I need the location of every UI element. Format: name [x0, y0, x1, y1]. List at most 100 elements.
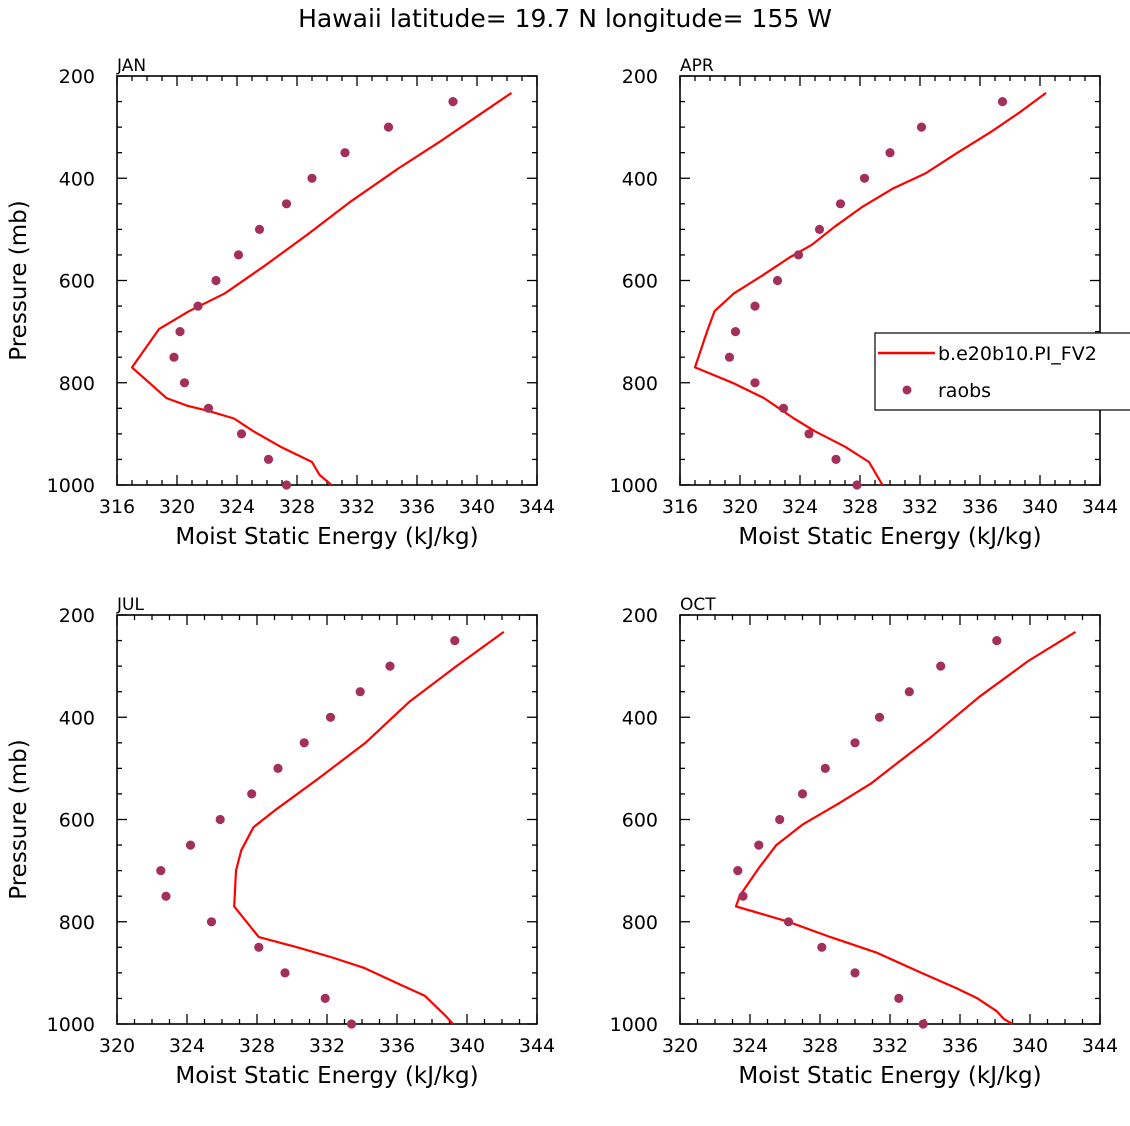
- x-tick-label: 328: [239, 1035, 275, 1057]
- raobs-point: [263, 454, 274, 464]
- y-tick-label: 1000: [610, 1014, 658, 1036]
- y-axis-title: Pressure (mb): [6, 739, 32, 899]
- panel-label: OCT: [680, 595, 716, 615]
- x-tick-label: 340: [1012, 1035, 1048, 1057]
- x-tick-label: 340: [449, 1035, 485, 1057]
- raobs-point: [733, 866, 743, 876]
- raobs-point: [814, 224, 825, 234]
- raobs-point: [874, 712, 885, 722]
- x-tick-label: 336: [962, 496, 998, 518]
- raobs-point: [203, 403, 214, 413]
- x-axis-title: Moist Static Energy (kJ/kg): [738, 524, 1041, 550]
- x-tick-label: 320: [662, 1035, 698, 1057]
- y-tick-label: 800: [59, 912, 95, 934]
- x-tick-label: 320: [99, 1035, 135, 1057]
- x-tick-label: 332: [309, 1035, 345, 1057]
- y-tick-label: 600: [622, 810, 658, 832]
- raobs-point: [850, 738, 860, 748]
- panel-jul: 320 324 328 332 336 340 344 200 400 600 800 1000 Moi…: [6, 595, 555, 1089]
- raobs-point: [916, 122, 927, 132]
- raobs-point: [169, 352, 179, 362]
- y-axis-title: Pressure (mb): [6, 200, 32, 360]
- raobs-point: [852, 480, 862, 490]
- plot-frame: [679, 75, 1101, 486]
- y-tick-label: 600: [59, 810, 95, 832]
- raobs-point: [778, 403, 789, 413]
- x-tick-label: 316: [662, 496, 698, 518]
- raobs-point: [161, 891, 171, 901]
- raobs-point: [904, 687, 914, 697]
- y-tick-label: 800: [622, 373, 658, 395]
- x-tick-label: 344: [519, 496, 555, 518]
- raobs-point: [754, 840, 764, 850]
- raobs-point: [320, 993, 330, 1004]
- raobs-point: [793, 250, 804, 260]
- raobs-point: [835, 199, 846, 209]
- raobs-point: [185, 840, 196, 850]
- raobs-point: [236, 429, 247, 439]
- x-tick-label: 324: [169, 1035, 205, 1057]
- raobs-point: [738, 891, 748, 901]
- raobs-point: [750, 301, 760, 311]
- x-axis-title: Moist Static Energy (kJ/kg): [175, 1063, 478, 1089]
- legend-box: [874, 332, 1130, 411]
- panels: 316 320 324 328 332 336 340 344 200 400 600 800 1000…: [6, 56, 1118, 1089]
- panel-apr: 316 320 324 328 332 336 340 344 200 400 600 800 1000…: [610, 56, 1118, 550]
- raobs-point: [730, 327, 741, 337]
- raobs-point: [885, 148, 895, 158]
- raobs-point: [156, 866, 166, 876]
- raobs-point: [918, 1019, 928, 1029]
- raobs-point: [894, 993, 904, 1004]
- figure-title: Hawaii latitude= 19.7 N longitude= 155 W: [298, 4, 832, 33]
- y-tick-label: 600: [59, 271, 95, 293]
- y-tick-label: 800: [622, 912, 658, 934]
- raobs-point: [724, 352, 735, 362]
- x-tick-label: 320: [722, 496, 758, 518]
- x-tick-label: 324: [219, 496, 255, 518]
- raobs-point: [280, 968, 290, 978]
- raobs-point: [211, 275, 221, 286]
- raobs-point: [325, 712, 336, 722]
- model-line: [233, 631, 505, 1025]
- raobs-point: [859, 173, 870, 183]
- legend-entry-raobs: raobs: [938, 380, 991, 402]
- raobs-point: [355, 687, 365, 697]
- raobs-point: [247, 789, 257, 799]
- y-tick-label: 400: [622, 707, 658, 729]
- x-tick-label: 316: [99, 496, 135, 518]
- legend-entry-model: b.e20b10.PI_FV2: [938, 343, 1097, 365]
- raobs-point: [450, 636, 460, 646]
- raobs-point: [831, 454, 841, 464]
- y-tick-label: 200: [59, 66, 95, 88]
- x-tick-label: 328: [802, 1035, 838, 1057]
- raobs-point: [936, 661, 946, 671]
- y-tick-label: 400: [59, 707, 95, 729]
- x-tick-label: 332: [872, 1035, 908, 1057]
- raobs-point: [254, 224, 265, 234]
- panel-label: JUL: [116, 595, 144, 615]
- y-tick-label: 800: [59, 373, 95, 395]
- raobs-point: [797, 789, 808, 799]
- raobs-point: [281, 480, 292, 490]
- raobs-point: [299, 738, 309, 748]
- raobs-point: [385, 661, 395, 671]
- model-line: [693, 92, 1047, 486]
- raobs-point: [775, 814, 785, 825]
- raobs-point: [346, 1019, 357, 1029]
- legend-marker-swatch: [902, 385, 912, 395]
- raobs-point: [817, 942, 827, 952]
- panel-oct: 320 324 328 332 336 340 344 200 400 600 800 1000 Moi…: [610, 595, 1118, 1089]
- model-line: [734, 630, 1077, 1025]
- x-tick-label: 340: [1022, 496, 1058, 518]
- raobs-point: [997, 97, 1008, 107]
- y-tick-label: 600: [622, 271, 658, 293]
- x-tick-label: 328: [279, 496, 315, 518]
- raobs-point: [179, 378, 190, 388]
- plot-frame: [679, 614, 1101, 1025]
- raobs-point: [772, 275, 783, 286]
- legend: b.e20b10.PI_FV2 raobs: [874, 332, 1130, 411]
- x-axis-title: Moist Static Energy (kJ/kg): [175, 524, 478, 550]
- raobs-point: [383, 122, 394, 132]
- x-tick-label: 344: [1082, 1035, 1118, 1057]
